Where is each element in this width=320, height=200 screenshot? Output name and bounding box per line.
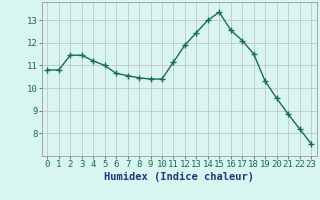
- X-axis label: Humidex (Indice chaleur): Humidex (Indice chaleur): [104, 172, 254, 182]
